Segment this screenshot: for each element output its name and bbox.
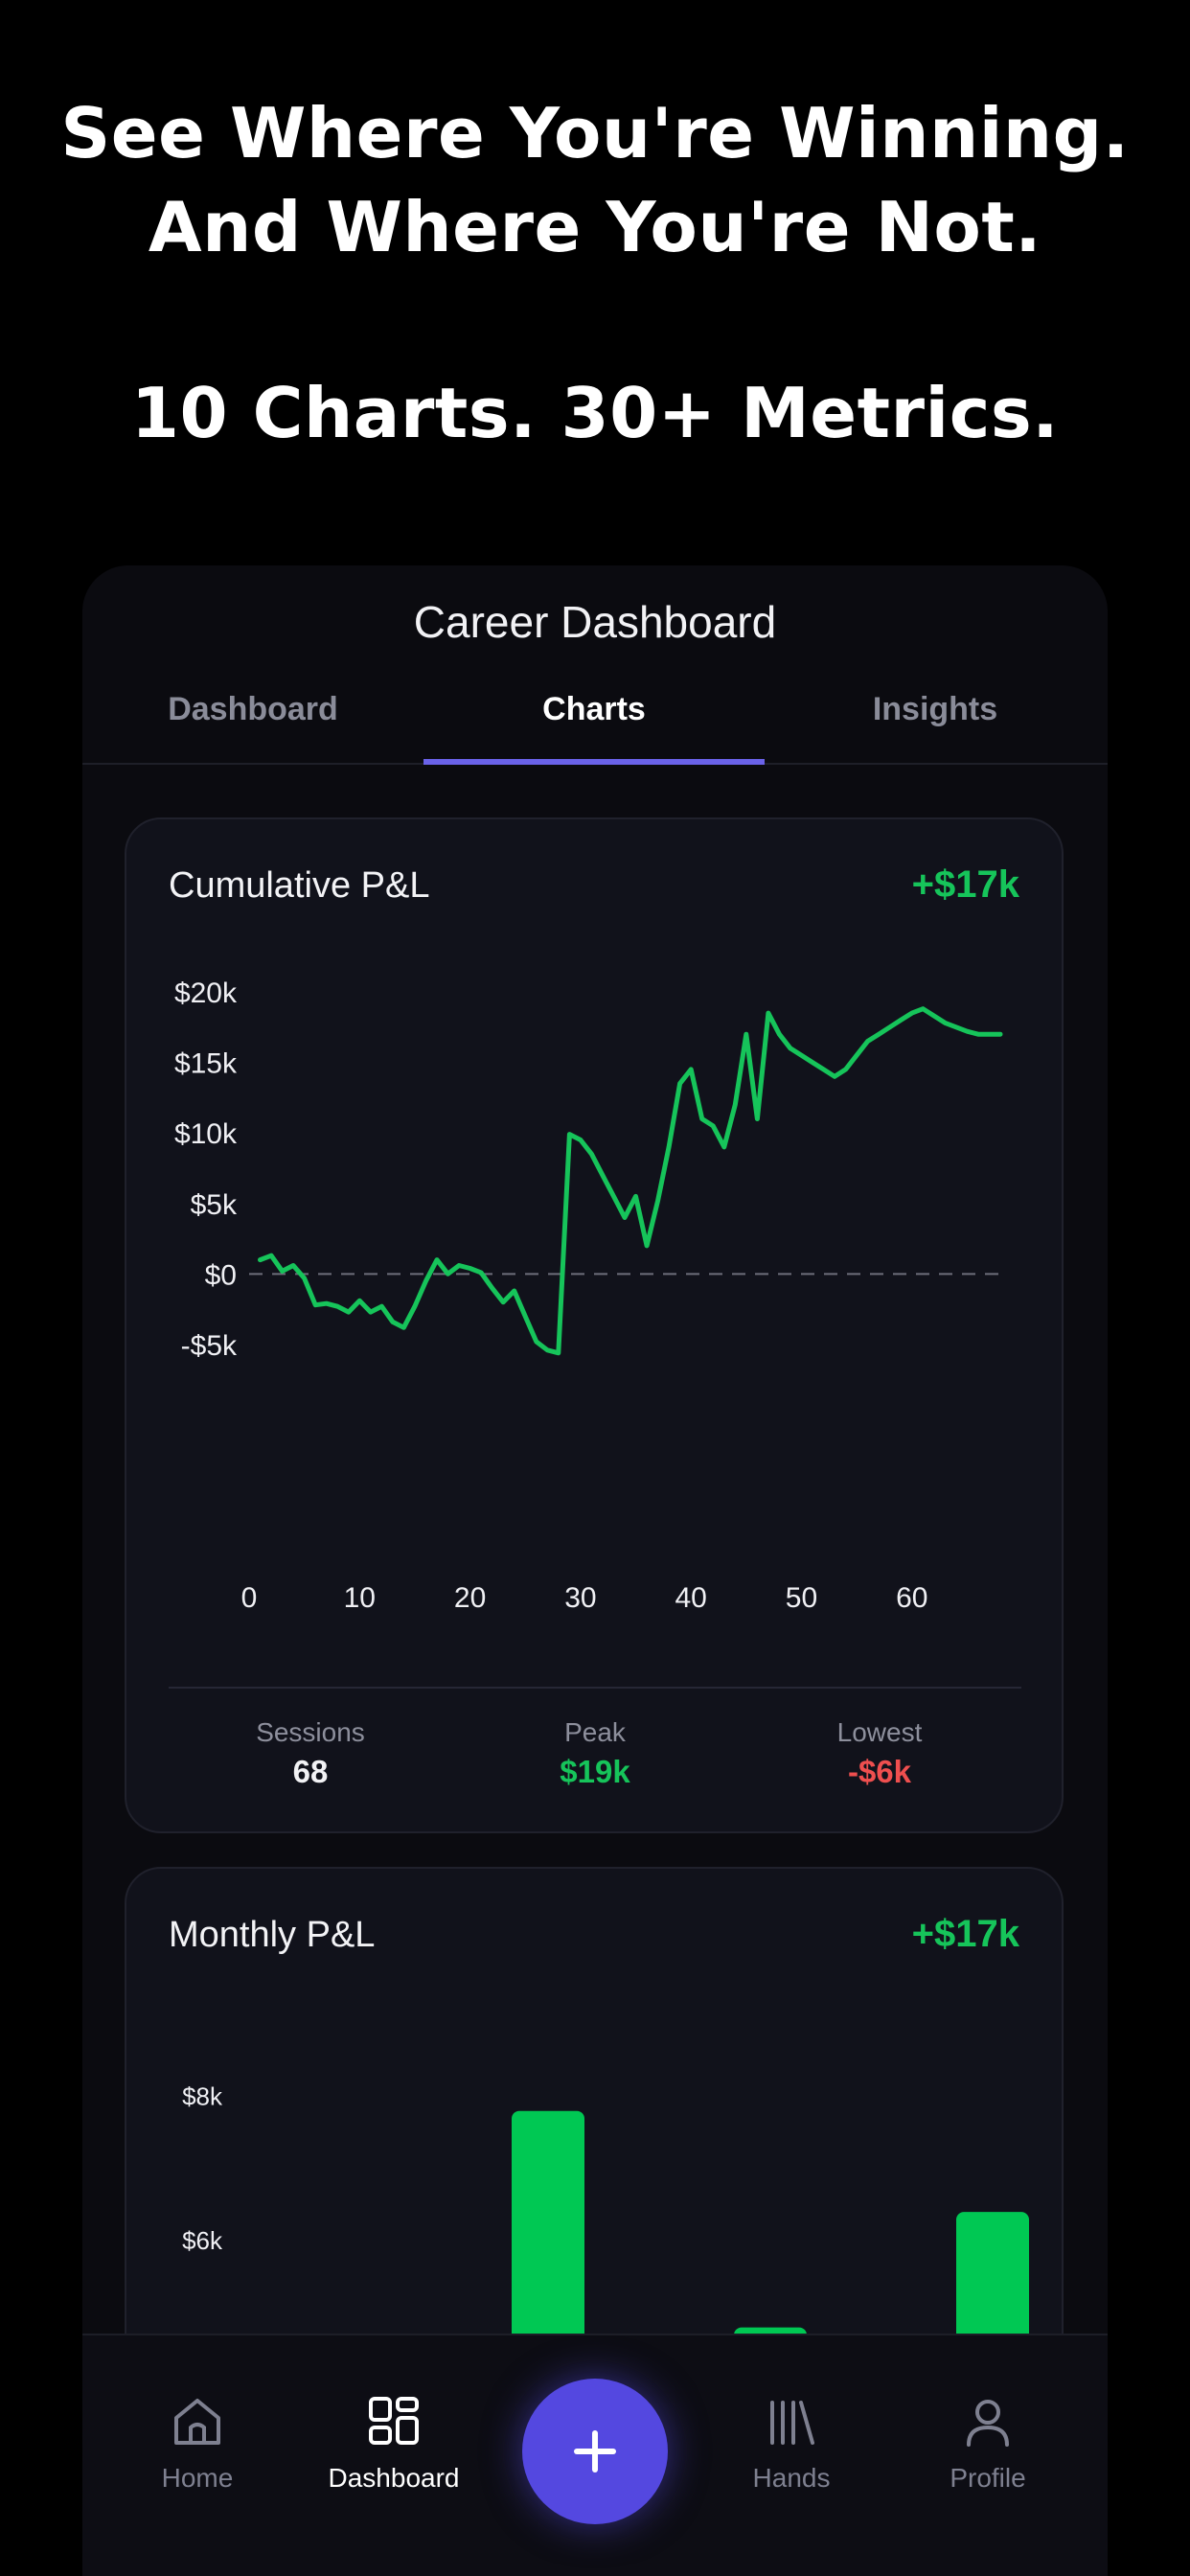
stat-value: $19k [560,1754,630,1789]
cumulative-pl-chart: -$5k $0 $5k $10k $15k $20k 0 10 20 30 40 50 60 [174,978,1003,1614]
stat-value: 68 [292,1754,329,1789]
page-title: Career Dashboard [413,597,777,647]
stat-lowest: Lowest -$6k [738,1717,1021,1790]
nav-dashboard[interactable]: Dashboard [308,2393,480,2494]
tab-charts[interactable]: Charts [423,671,765,765]
cumulative-pl-line [258,1006,1003,1356]
headline-line-2: And Where You're Not. [148,187,1042,267]
stat-value: -$6k [847,1754,912,1789]
y-tick-label: $6k [182,2226,223,2255]
card-total: +$17k [911,863,1019,906]
nav-profile[interactable]: Profile [902,2393,1074,2494]
nav-home[interactable]: Home [111,2393,284,2494]
nav-label: Dashboard [328,2463,460,2493]
nav-label: Profile [950,2463,1026,2493]
bottom-nav: Home Dashboard Hands [82,2334,1108,2576]
nav-hands[interactable]: Hands [705,2393,878,2494]
add-session-button[interactable] [522,2379,668,2524]
nav-label: Hands [752,2463,831,2493]
plus-icon [574,2430,616,2472]
y-tick-label: $0 [205,1259,237,1291]
hands-icon [770,2401,814,2445]
headline-line-1: See Where You're Winning. [60,93,1130,173]
tab-insights[interactable]: Insights [872,691,998,727]
x-tick-label: 10 [344,1582,376,1614]
card-total: +$17k [911,1913,1019,1955]
tab-dashboard[interactable]: Dashboard [168,691,338,727]
y-tick-label: $20k [174,978,238,1009]
x-tick-label: 20 [454,1582,486,1614]
y-tick-label: $8k [182,2082,223,2111]
stat-sessions: Sessions 68 [169,1717,452,1790]
headline-line-3: 10 Charts. 30+ Metrics. [130,373,1060,453]
y-tick-label: $5k [191,1189,238,1221]
stat-label: Lowest [836,1717,923,1747]
y-tick-label: -$5k [181,1330,238,1362]
x-tick-label: 60 [896,1582,927,1614]
x-tick-label: 30 [564,1582,596,1614]
y-tick-label: $10k [174,1118,238,1150]
y-tick-label: $15k [174,1048,238,1080]
card-title: Monthly P&L [169,1915,376,1955]
dashboard-icon [369,2397,419,2445]
stats-row: Sessions 68 Peak $19k Lowest -$6k [169,1687,1021,1789]
stat-label: Sessions [256,1717,365,1747]
nav-label: Home [161,2463,234,2493]
stat-peak: Peak $19k [453,1717,737,1790]
x-tick-label: 40 [675,1582,706,1614]
card-title: Cumulative P&L [169,865,430,906]
home-icon [174,2399,220,2445]
stat-label: Peak [564,1717,626,1747]
x-tick-label: 0 [241,1582,258,1614]
profile-icon [967,2400,1009,2447]
app-screen: Career Dashboard Dashboard Charts Insigh… [82,565,1108,2576]
x-tick-label: 50 [786,1582,817,1614]
tab-bar: Dashboard Charts Insights [82,671,1108,765]
marketing-headline: See Where You're Winning. And Where You'… [0,86,1190,460]
cumulative-pl-card: Cumulative P&L +$17k -$5k $0 $5k $10k $15k $2… [125,817,1064,1833]
